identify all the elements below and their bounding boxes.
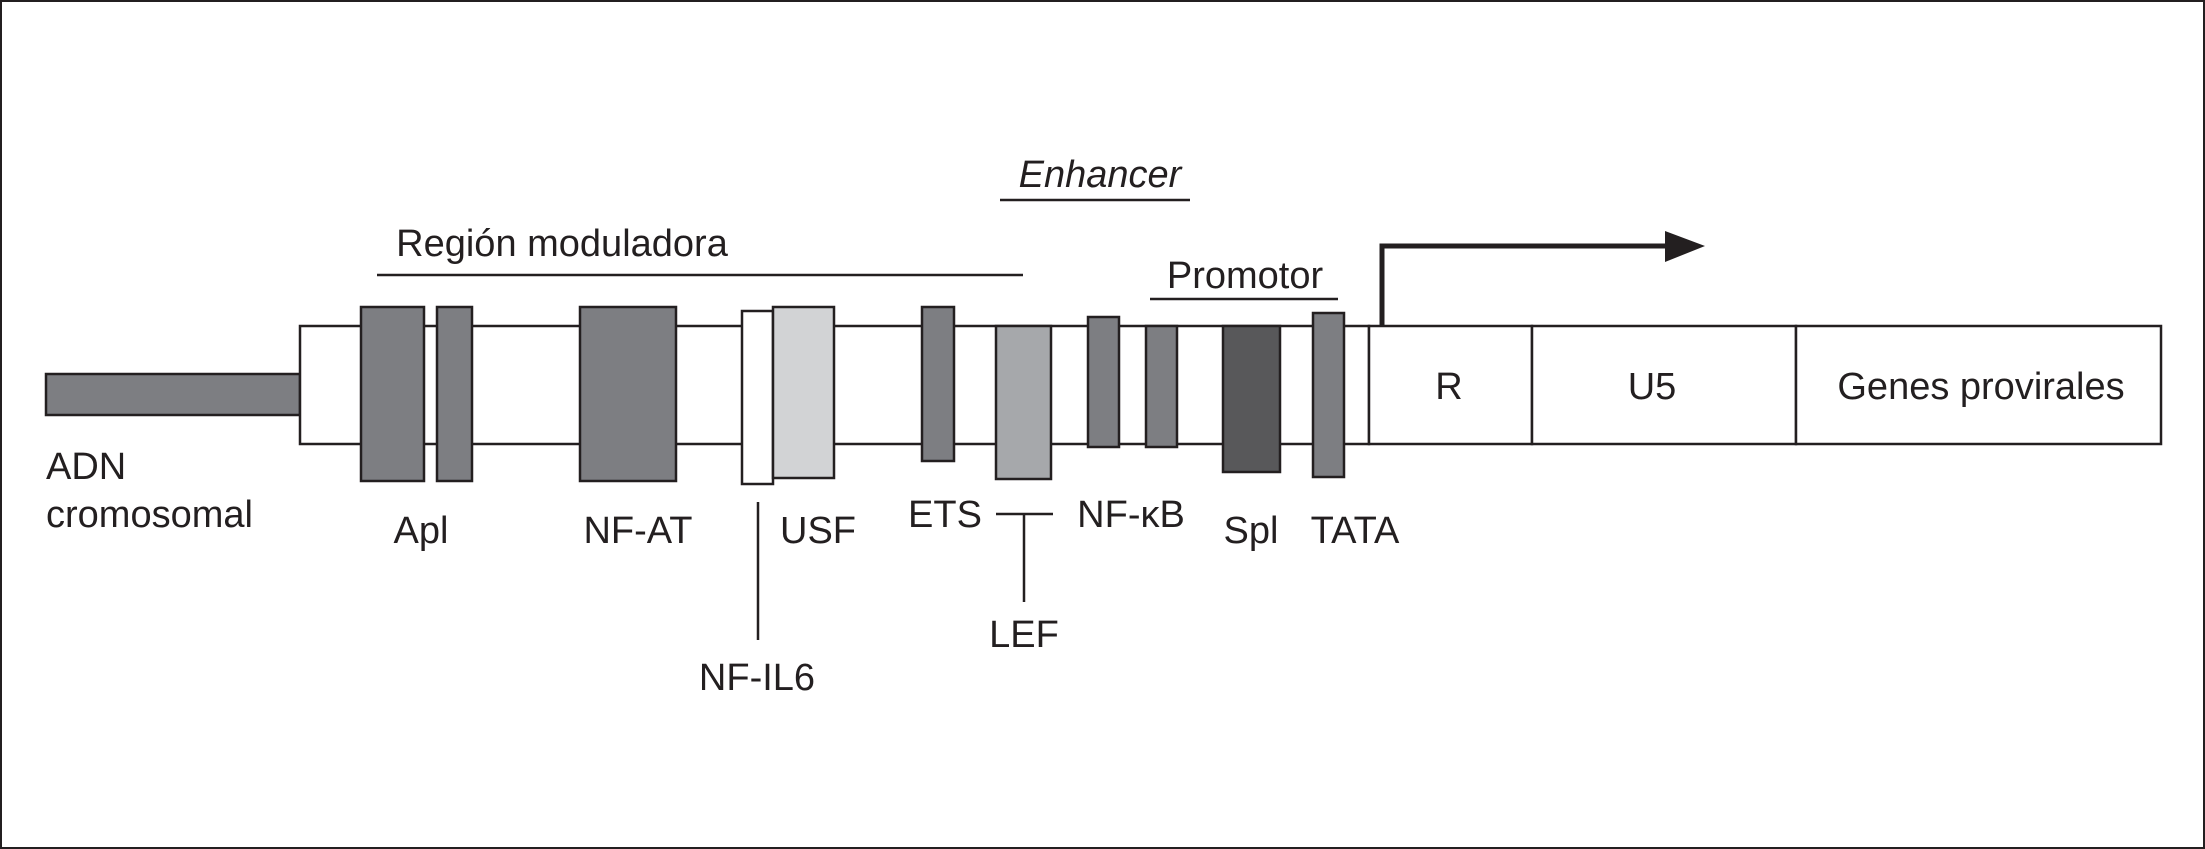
ets-label: ETS — [908, 494, 982, 536]
transcription-arrow-head — [1665, 231, 1705, 262]
tata-box — [1311, 311, 1346, 479]
r-label: R — [1435, 366, 1462, 408]
nfil6-box — [740, 309, 775, 486]
usf-box — [771, 305, 836, 480]
apl-box-2 — [435, 305, 474, 483]
promotor-label: Promotor — [1167, 255, 1324, 297]
genes-provirales-label: Genes provirales — [1837, 366, 2124, 408]
nfkb-box-2 — [1144, 324, 1179, 449]
region-moduladora-label: Región moduladora — [396, 223, 729, 265]
adn-label-line1: ADN — [46, 446, 126, 488]
r-segment — [1367, 324, 1534, 446]
spl-box — [1221, 324, 1282, 474]
apl-box-1 — [359, 305, 426, 483]
u5-segment — [1530, 324, 1798, 446]
genes-provirales-segment — [1794, 324, 2163, 446]
transcription-arrow-line — [1379, 243, 1670, 326]
ets-box — [920, 305, 956, 463]
adn-label-line2: cromosomal — [46, 494, 253, 536]
nfil6-label: NF-IL6 — [699, 657, 815, 699]
spl-label: Spl — [1224, 510, 1279, 552]
usf-label: USF — [780, 510, 856, 552]
nfat-label: NF-AT — [583, 510, 692, 552]
apl-label: Apl — [394, 510, 449, 552]
enhancer-label: Enhancer — [1019, 154, 1183, 196]
tata-label: TATA — [1311, 510, 1400, 552]
nfat-box — [578, 305, 678, 483]
chromosomal-dna-bar — [44, 372, 302, 417]
nfkb-box-1 — [1086, 315, 1121, 449]
u5-label: U5 — [1628, 366, 1677, 408]
lef-box — [994, 324, 1053, 481]
lef-label: LEF — [989, 614, 1059, 656]
nfkb-label: NF-κB — [1077, 494, 1185, 536]
